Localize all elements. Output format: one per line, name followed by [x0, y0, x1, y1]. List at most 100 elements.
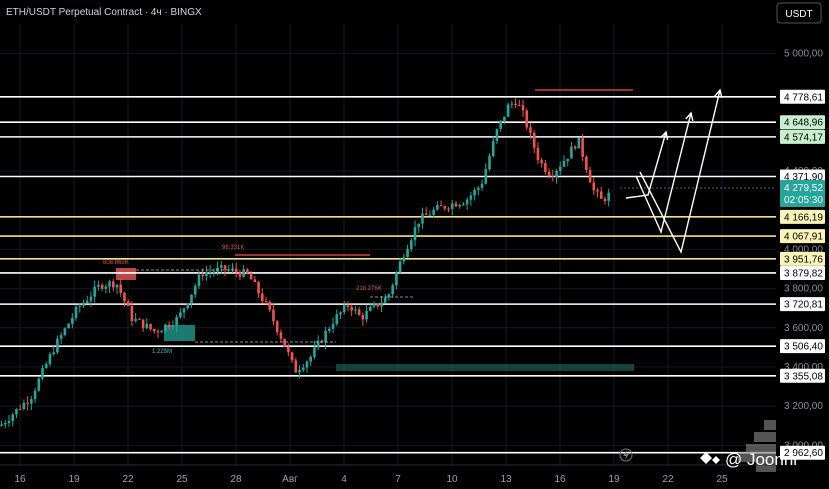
candle-body	[324, 330, 327, 343]
candle-body	[212, 271, 216, 273]
candle-body	[439, 205, 443, 207]
candle-body	[260, 293, 264, 302]
candle-body	[264, 301, 268, 303]
candle-body	[71, 317, 74, 324]
candle-body	[0, 424, 3, 426]
candle-body	[369, 306, 372, 311]
candle-body	[201, 274, 204, 277]
candle-body	[443, 206, 447, 209]
candle-body	[268, 301, 272, 310]
watermark: @ Joonni	[700, 450, 797, 469]
time-tick-label: 16	[554, 474, 566, 485]
candle-body	[179, 312, 182, 317]
candle-body	[44, 363, 48, 368]
time-tick-label: 25	[176, 474, 188, 485]
candle-body	[599, 191, 603, 199]
level-badge	[780, 89, 825, 104]
lightning-icon[interactable]	[619, 448, 633, 462]
candle-body	[585, 156, 588, 171]
candle-body	[596, 190, 599, 192]
level-badge-label: 4 574,17	[784, 132, 823, 143]
volume-profile	[738, 420, 776, 472]
level-badge-label: 3 879,82	[784, 268, 823, 279]
candle-body	[145, 323, 149, 329]
current-price-value: 4 279,52	[784, 183, 823, 194]
level-badge	[780, 115, 825, 130]
candle-body	[93, 286, 96, 297]
candle-body	[495, 129, 499, 141]
diamond-logo-icon	[700, 452, 712, 464]
candle-body	[387, 294, 391, 298]
price-tick-label: 4 000,00	[784, 244, 823, 255]
candle-body	[126, 301, 130, 307]
candle-body	[525, 110, 529, 128]
level-badge-label: 4 648,96	[784, 118, 823, 129]
volume-profile-bar	[754, 432, 776, 442]
candle-body	[450, 203, 454, 209]
candle-body	[33, 390, 37, 400]
candle-body	[108, 281, 111, 287]
candle-body	[383, 297, 387, 303]
candle-body	[346, 305, 350, 307]
candle-body	[193, 286, 197, 295]
candle-body	[130, 306, 134, 322]
candle-body	[328, 328, 331, 331]
candle-body	[15, 408, 18, 415]
candle-body	[517, 105, 521, 107]
candle-body	[566, 158, 570, 162]
candle-body	[339, 312, 342, 315]
currency-button[interactable]: USDT	[776, 2, 822, 24]
level-badge-label: 4 371,90	[784, 172, 823, 183]
candle-body	[149, 323, 152, 330]
candle-body	[290, 352, 294, 361]
time-axis[interactable]: 16 19 22 25 28 Авг 4 7 10 13 16 19 22 25	[0, 464, 776, 485]
candle-body	[480, 183, 484, 188]
candle-body	[238, 272, 242, 277]
candle-body	[540, 160, 543, 164]
candle-body	[182, 308, 186, 313]
candle-body	[454, 203, 458, 207]
price-levels	[0, 95, 776, 454]
candle-body	[603, 198, 607, 202]
candle-body	[197, 274, 201, 287]
level-badge	[780, 297, 825, 312]
candle-body	[246, 269, 249, 274]
candle-body	[56, 338, 59, 353]
level-badge-label: 3 506,40	[784, 342, 823, 353]
candle-body	[376, 303, 380, 307]
candle-body	[462, 204, 465, 206]
candle-body	[532, 132, 536, 148]
level-badge	[780, 265, 825, 280]
volume-label: 1.225M	[152, 349, 172, 355]
level-badge-label: 4 778,61	[784, 92, 823, 103]
candle-body	[67, 323, 70, 329]
candle-body	[588, 170, 592, 183]
candle-body	[301, 367, 305, 371]
candle-body	[592, 182, 596, 191]
candle-body	[175, 316, 178, 326]
zone-bar	[336, 364, 634, 371]
candle-body	[89, 296, 93, 301]
volume-profile-bar	[746, 444, 776, 454]
currency-label: USDT	[785, 9, 812, 20]
candle-body	[156, 331, 160, 333]
candle-body	[41, 367, 44, 379]
arrow-head	[685, 111, 694, 121]
candle-body	[257, 282, 260, 294]
candle-body	[406, 249, 409, 258]
candle-body	[190, 294, 193, 304]
candle-body	[432, 209, 435, 215]
candle-body	[342, 305, 346, 313]
candle-body	[436, 205, 439, 210]
candle-body	[74, 306, 78, 318]
candle-body	[283, 338, 286, 347]
level-badge	[780, 445, 825, 460]
candle-body	[7, 420, 11, 424]
price-axis[interactable]: 5 000,004 400,004 000,003 800,003 600,00…	[776, 0, 829, 489]
candle-body	[287, 346, 290, 353]
candle-body	[316, 340, 320, 348]
candle-body	[551, 176, 555, 178]
candle-body	[279, 332, 283, 339]
